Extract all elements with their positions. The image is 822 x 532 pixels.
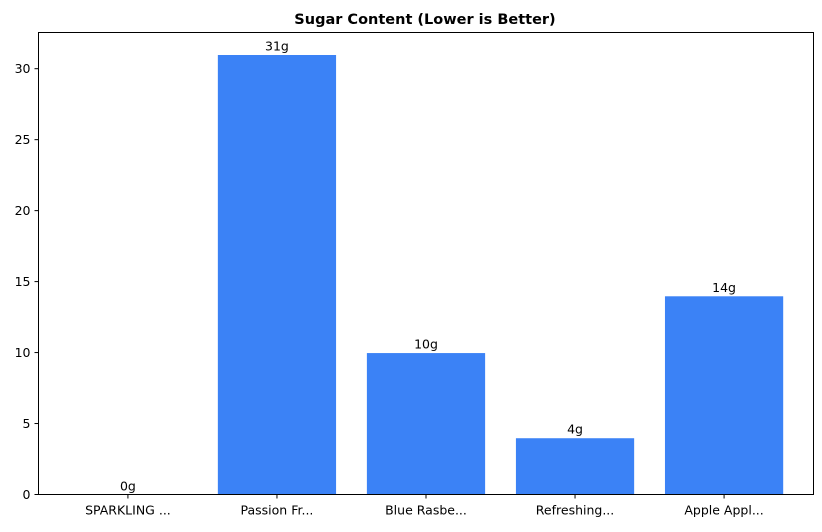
y-tick-label: 25 [15, 132, 31, 147]
y-tick-label: 5 [23, 416, 31, 431]
bar [365, 352, 487, 495]
y-tick-label: 10 [15, 345, 31, 360]
bar [663, 295, 785, 495]
data-label: 10g [414, 337, 438, 352]
x-tick-label: Apple Appl... [684, 503, 763, 518]
x-tick-label: SPARKLING ... [85, 503, 171, 518]
x-tick-label: Passion Fr... [241, 503, 314, 518]
bar [514, 437, 636, 495]
data-label: 14g [712, 280, 736, 295]
data-label: 31g [265, 39, 289, 54]
data-label: 0g [120, 479, 136, 494]
y-tick-label: 0 [23, 487, 31, 502]
bar [216, 54, 338, 495]
y-tick-label: 30 [15, 61, 31, 76]
x-tick-label: Refreshing... [536, 503, 614, 518]
y-tick-label: 20 [15, 203, 31, 218]
chart-title: Sugar Content (Lower is Better) [294, 12, 555, 28]
data-label: 4g [567, 422, 583, 437]
plot-frame [38, 32, 814, 495]
y-tick-label: 15 [15, 274, 31, 289]
x-tick-label: Blue Rasbe... [385, 503, 467, 518]
